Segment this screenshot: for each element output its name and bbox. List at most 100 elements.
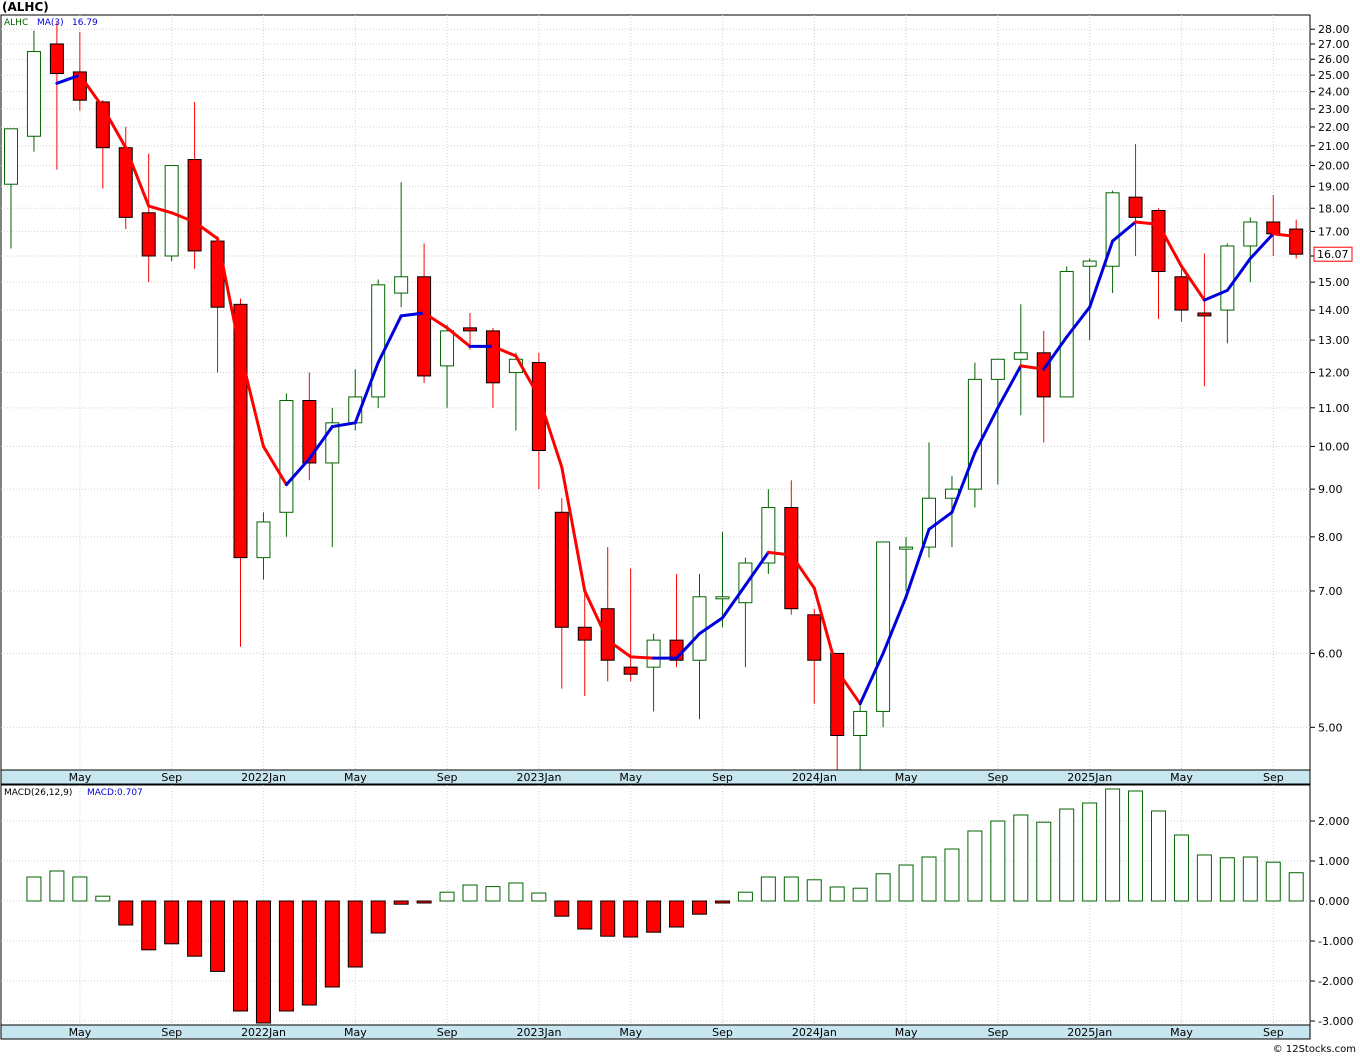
macd-label: MACD(26,12,9) xyxy=(4,788,72,798)
x-axis-label: Sep xyxy=(161,771,182,784)
candle-body xyxy=(463,327,477,332)
candle-body xyxy=(600,608,615,661)
macd-bar xyxy=(1265,861,1281,902)
candle-body xyxy=(623,666,638,675)
price-y-tick-label: 8.00 xyxy=(1318,531,1343,544)
x-axis-top: May Sep 2022Jan May Sep 2023Jan May Sep 2024Jan M… xyxy=(69,771,1284,784)
candle-body xyxy=(1151,210,1166,272)
x-axis-label: Sep xyxy=(988,1026,1009,1039)
ma-segment xyxy=(1202,288,1229,302)
last-price-box xyxy=(1313,246,1353,262)
ma-segment xyxy=(766,550,793,557)
macd-bar xyxy=(554,900,570,917)
x-axis-label: 2025Jan xyxy=(1067,1026,1112,1039)
page-title: (ALHC) xyxy=(2,0,49,14)
ma-segment xyxy=(307,425,334,461)
price-y-tick-label: 7.00 xyxy=(1318,585,1343,598)
macd-bar xyxy=(1059,808,1075,902)
x-axis-label: Sep xyxy=(988,771,1009,784)
macd-bar xyxy=(26,876,42,902)
price-y-tick-label: 22.00 xyxy=(1318,121,1350,134)
x-axis-label: May xyxy=(1170,771,1193,784)
price-y-tick-label: 9.00 xyxy=(1318,483,1343,496)
ma-segment xyxy=(904,527,931,599)
macd-bar xyxy=(508,882,524,902)
macd-bar xyxy=(347,900,363,968)
macd-y-tick-label: 1.000 xyxy=(1318,855,1350,868)
ma-segment xyxy=(629,655,656,660)
ma-value: 16.79 xyxy=(72,18,98,28)
price-y-tick-label: 21.00 xyxy=(1318,140,1350,153)
macd-bar xyxy=(49,870,65,902)
ma-segment xyxy=(78,73,105,109)
macd-bar xyxy=(210,900,226,972)
ma-segment xyxy=(284,457,311,487)
macd-bar xyxy=(278,900,294,1012)
macd-bar xyxy=(737,891,753,902)
ma-segment xyxy=(996,364,1023,410)
ticker-label: ALHC xyxy=(4,18,28,28)
macd-bar xyxy=(439,891,455,902)
price-y-tick-label: 19.00 xyxy=(1318,180,1350,193)
ma-segment xyxy=(560,465,587,593)
price-y-tick-label: 18.00 xyxy=(1318,202,1350,215)
candle-body xyxy=(26,51,41,137)
ma-segment xyxy=(927,510,954,531)
x-axis-label: May xyxy=(69,1026,92,1039)
candle-body xyxy=(1220,245,1235,311)
macd-y-tick-label: -3.000 xyxy=(1318,1015,1353,1028)
price-candles xyxy=(4,22,1304,770)
macd-bar xyxy=(324,900,340,988)
ma-segment xyxy=(239,351,265,448)
x-axis-label: May xyxy=(619,771,642,784)
ma-segment xyxy=(743,550,770,587)
candle-body xyxy=(1174,276,1189,311)
price-y-tick-label: 26.00 xyxy=(1318,53,1350,66)
macd-bar xyxy=(921,856,937,902)
x-axis-label: 2023Jan xyxy=(516,1026,561,1039)
candle-body xyxy=(187,159,202,252)
macd-bar xyxy=(669,900,685,928)
candle-body xyxy=(1013,352,1028,360)
price-y-tick-label: 10.00 xyxy=(1318,440,1350,453)
macd-y-tick-label: -1.000 xyxy=(1318,935,1353,948)
ma-segment xyxy=(789,553,816,590)
macd-value-label: MACD:0.707 xyxy=(87,788,143,798)
macd-bar xyxy=(1219,857,1235,902)
macd-bar xyxy=(577,900,593,930)
candle-body xyxy=(279,400,294,513)
x-axis-label: Sep xyxy=(437,1026,458,1039)
price-y-axis: 5.00 6.00 7.00 8.00 9.00 10.00 11.00 12.00 13.00… xyxy=(1310,23,1350,734)
macd-bar xyxy=(187,900,203,957)
ma-segment xyxy=(399,311,426,318)
candle-body xyxy=(210,240,225,308)
macd-y-axis: -3.000 -2.000 -1.000 0.000 1.000 2.000 xyxy=(1310,815,1353,1028)
candle-body xyxy=(646,639,661,668)
macd-y-tick-label: -2.000 xyxy=(1318,975,1353,988)
ma-segment xyxy=(216,237,242,355)
ma-segment xyxy=(881,595,908,655)
macd-bar xyxy=(898,864,914,902)
ma-segment xyxy=(1248,232,1275,261)
ma-segment xyxy=(698,616,724,636)
ma-label: MA(3) xyxy=(37,18,64,28)
candle-body xyxy=(853,710,868,736)
candle-body xyxy=(256,521,271,559)
ma-segment xyxy=(261,444,288,487)
macd-bar xyxy=(714,900,730,904)
price-y-tick-label: 27.00 xyxy=(1318,38,1350,51)
ma-segment xyxy=(583,589,610,642)
ma-segment xyxy=(124,146,151,208)
x-axis-label: May xyxy=(344,1026,367,1039)
footer-credit: © 12Stocks.com xyxy=(1273,1044,1356,1055)
macd-bar xyxy=(875,873,891,902)
price-y-tick-label: 23.00 xyxy=(1318,103,1350,116)
x-axis-label: Sep xyxy=(712,1026,733,1039)
candle-body xyxy=(899,546,914,550)
x-axis-label: May xyxy=(895,1026,918,1039)
candle-body xyxy=(485,330,500,384)
macd-bar xyxy=(301,900,317,1006)
ma-segment xyxy=(1065,305,1092,339)
price-y-tick-label: 24.00 xyxy=(1318,86,1350,99)
